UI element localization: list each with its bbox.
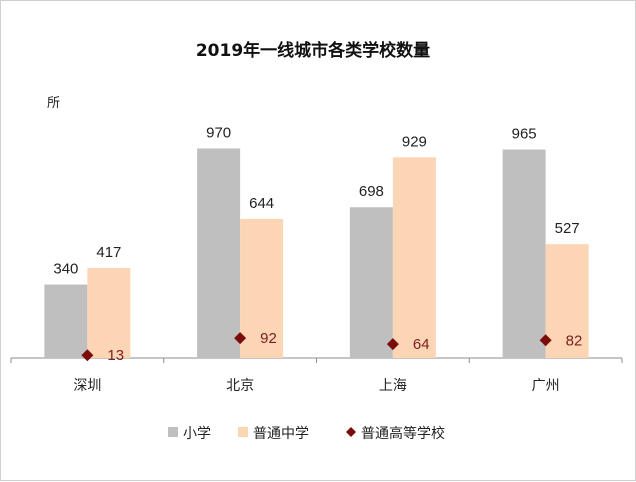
marker-value-label: 92 — [260, 330, 277, 347]
category-label: 广州 — [532, 378, 560, 394]
bar-value-label: 698 — [359, 183, 384, 200]
marker-point — [234, 332, 247, 345]
bar-secondary-1 — [240, 218, 284, 358]
marker-value-label: 64 — [413, 336, 430, 353]
marker-value-label: 82 — [566, 332, 583, 349]
legend-swatch — [346, 427, 356, 437]
marker-value-label: 13 — [107, 347, 124, 364]
marker-point — [81, 349, 94, 362]
bar-secondary-2 — [392, 157, 436, 358]
bar-secondary-0 — [87, 267, 131, 358]
bar-value-label: 965 — [512, 126, 537, 143]
bar-value-label: 970 — [206, 124, 231, 141]
category-label: 上海 — [379, 378, 407, 394]
legend: 小学 普通中学 普通高等学校 — [168, 425, 445, 442]
category-label: 北京 — [226, 378, 254, 394]
bar-value-label: 644 — [249, 195, 274, 212]
legend-swatch — [168, 427, 178, 437]
marker-point — [386, 338, 399, 351]
bar-primary-1 — [197, 148, 241, 358]
bar-value-label: 340 — [53, 261, 78, 278]
category-label: 深圳 — [73, 378, 101, 394]
chart-title: 2019年一线城市各类学校数量 — [196, 40, 430, 61]
marker-point — [539, 334, 552, 347]
bar-value-label: 527 — [555, 220, 580, 237]
unit-label: 所 — [47, 96, 60, 111]
bar-value-label: 417 — [96, 244, 121, 261]
plot-area: 340 417 13 深圳 970 644 92 北京 698 929 64 上海 965 527 82 广州 — [10, 124, 623, 394]
bar-primary-0 — [44, 284, 88, 358]
bar-secondary-3 — [545, 244, 589, 358]
legend-swatch — [238, 427, 248, 437]
bar-primary-2 — [349, 207, 393, 358]
legend-label: 普通高等学校 — [361, 425, 445, 442]
bar-value-label: 929 — [402, 133, 427, 150]
legend-label: 小学 — [183, 426, 211, 442]
legend-label: 普通中学 — [253, 426, 309, 442]
bar-primary-3 — [502, 149, 546, 358]
